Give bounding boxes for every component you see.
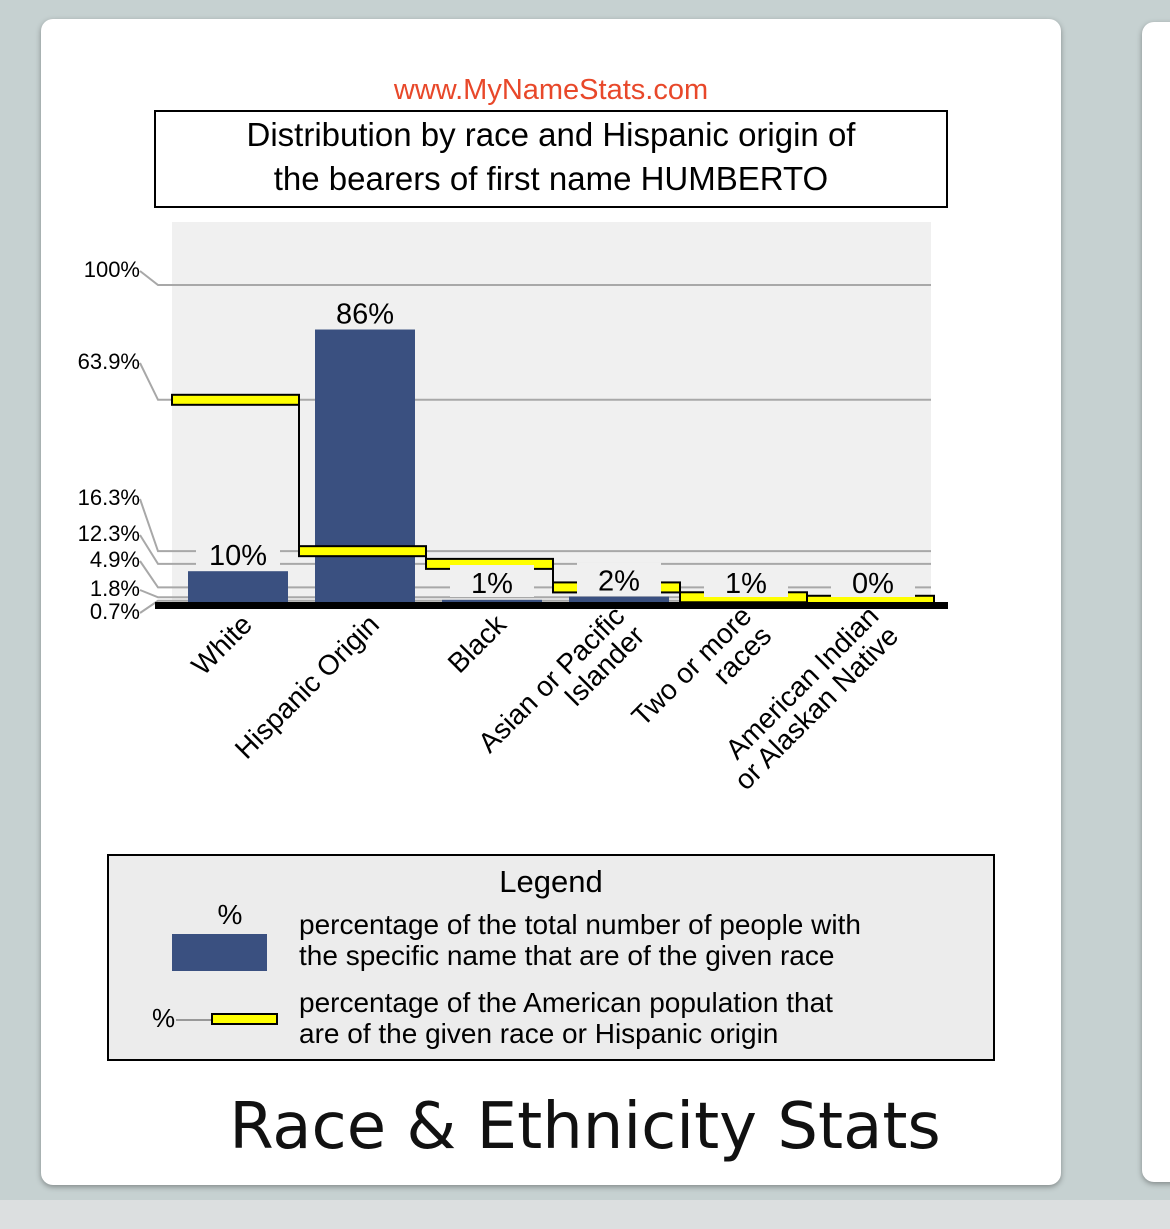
x-category-label: Black (442, 608, 513, 679)
site-url: www.MyNameStats.com (393, 74, 708, 106)
population-marker (171, 393, 300, 406)
legend-bar-symbol: % (218, 899, 243, 930)
y-tick-label: 4.9% (90, 547, 140, 572)
legend-bar-text-2: the specific name that are of the given … (299, 940, 834, 971)
bar-label-bg (577, 562, 661, 595)
legend-line-text-2: are of the given race or Hispanic origin (299, 1018, 778, 1049)
bar-label-bg (450, 565, 534, 597)
legend-bar-text-1: percentage of the total number of people… (299, 909, 861, 940)
gridline (139, 599, 931, 614)
bar-label-bg (704, 565, 788, 597)
y-tick-label: 63.9% (78, 349, 140, 374)
legend-bar-swatch (172, 934, 267, 971)
bar-value-label: 2% (598, 566, 640, 598)
x-category-line: White (185, 609, 258, 682)
x-category-line: Black (442, 608, 513, 679)
bar-value-label: 1% (725, 568, 767, 600)
population-marker (298, 545, 427, 558)
gridline (139, 362, 931, 401)
bar (569, 596, 669, 603)
x-axis-baseline (155, 602, 948, 609)
bar-value-label: 10% (209, 540, 267, 572)
y-tick-label: 12.3% (78, 521, 140, 546)
bottom-strip (0, 1200, 1170, 1229)
chart-title-line-2: the bearers of first name HUMBERTO (274, 160, 828, 197)
bar-label-bg (831, 565, 915, 597)
bar-value-label: 1% (471, 568, 513, 600)
race-chart: www.MyNameStats.com Distribution by race… (78, 74, 995, 1061)
legend-line-text-1: percentage of the American population th… (299, 987, 833, 1018)
y-tick-label: 0.7% (90, 599, 140, 624)
bar-label-bg (323, 295, 407, 328)
legend-title: Legend (499, 864, 602, 899)
bar-value-label: 0% (852, 568, 894, 600)
gridline (139, 589, 931, 599)
bar-label-bg (196, 537, 280, 570)
chart-title-line-1: Distribution by race and Hispanic origin… (247, 116, 857, 153)
next-card-edge (1142, 22, 1170, 1182)
legend-marker-swatch (211, 1013, 278, 1025)
gridline (139, 534, 931, 565)
y-tick-label: 1.8% (90, 576, 140, 601)
x-category-label: White (185, 609, 258, 682)
gridline (139, 498, 931, 553)
bar-value-label: 86% (336, 299, 394, 331)
plot-area (172, 222, 931, 604)
title-box (154, 110, 948, 208)
y-tick-label: 16.3% (78, 485, 140, 510)
y-tick-label: 100% (84, 257, 140, 282)
bar (315, 329, 415, 603)
gridline (139, 270, 931, 286)
legend-line-symbol: % (152, 1003, 175, 1033)
card-title: Race & Ethnicity Stats (229, 1090, 941, 1164)
bar (442, 599, 542, 603)
bar (188, 571, 288, 603)
